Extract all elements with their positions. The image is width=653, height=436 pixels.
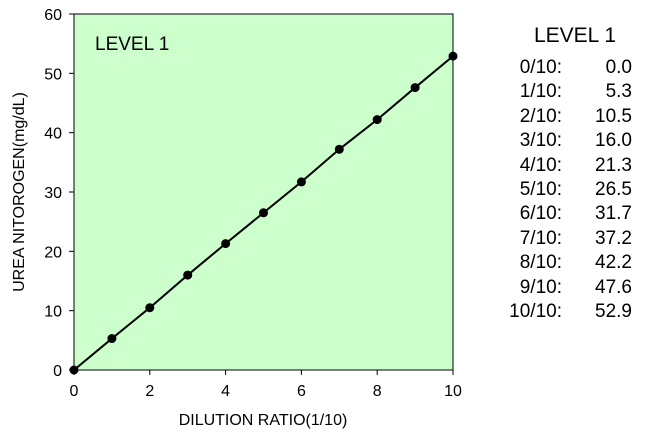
table-row: 9/10: 47.6 bbox=[496, 276, 632, 300]
x-tick-label: 8 bbox=[373, 383, 382, 400]
table-row: 1/10: 5.3 bbox=[496, 80, 632, 104]
data-point bbox=[334, 144, 344, 154]
y-tick-label: 20 bbox=[44, 244, 62, 261]
data-point bbox=[183, 270, 193, 280]
x-tick-label: 6 bbox=[297, 383, 306, 400]
value-cell: 21.3 bbox=[595, 154, 632, 176]
data-point bbox=[69, 365, 79, 375]
table-row: 2/10: 10.5 bbox=[496, 105, 632, 129]
ratio-cell: 10/10: bbox=[509, 301, 562, 323]
values-table: 0/10: 0.0 1/10: 5.3 2/10: 10.5 3/10: 16.0 4/10: 2… bbox=[496, 56, 632, 324]
ratio-cell: 2/10: bbox=[519, 105, 562, 127]
series bbox=[69, 51, 458, 375]
y-tick-label: 50 bbox=[44, 66, 62, 83]
y-tick-label: 30 bbox=[44, 185, 62, 202]
y-tick-label: 10 bbox=[44, 304, 62, 321]
data-point bbox=[221, 239, 231, 249]
plot-label: LEVEL 1 bbox=[95, 34, 169, 55]
ratio-cell: 0/10: bbox=[519, 57, 562, 78]
value-cell: 42.2 bbox=[595, 252, 632, 274]
ratio-cell: 9/10: bbox=[519, 276, 562, 298]
value-cell: 5.3 bbox=[605, 81, 632, 103]
ratio-cell: 3/10: bbox=[519, 130, 562, 152]
data-point bbox=[296, 177, 306, 187]
value-cell: 47.6 bbox=[595, 276, 632, 298]
table-row: 5/10: 26.5 bbox=[496, 178, 632, 202]
table-row: 10/10: 52.9 bbox=[496, 300, 632, 324]
data-point bbox=[410, 83, 420, 93]
table-title: LEVEL 1 bbox=[533, 24, 617, 47]
data-point bbox=[145, 303, 155, 313]
value-cell: 26.5 bbox=[595, 179, 632, 201]
table-row: 7/10: 37.2 bbox=[496, 227, 632, 251]
x-tick-label: 10 bbox=[444, 383, 462, 400]
plot-area bbox=[73, 13, 454, 371]
x-tick-label: 4 bbox=[221, 383, 230, 400]
x-tick-label: 2 bbox=[145, 383, 154, 400]
table-row: 3/10: 16.0 bbox=[496, 129, 632, 153]
data-point bbox=[107, 334, 117, 344]
ratio-cell: 4/10: bbox=[519, 154, 562, 176]
ratio-cell: 7/10: bbox=[519, 227, 562, 249]
value-cell: 31.7 bbox=[595, 203, 632, 225]
x-tick-label: 0 bbox=[70, 383, 79, 400]
ratio-cell: 5/10: bbox=[519, 179, 562, 201]
ratio-cell: 6/10: bbox=[519, 203, 562, 225]
x-axis-label: DILUTION RATIO(1/10) bbox=[179, 412, 348, 429]
value-cell: 16.0 bbox=[595, 130, 632, 152]
value-cell: 37.2 bbox=[595, 227, 632, 249]
x-axis-ticks: 0 2 4 6 8 10 bbox=[70, 370, 462, 400]
table-row: 4/10: 21.3 bbox=[496, 154, 632, 178]
data-point bbox=[448, 51, 458, 61]
table-row: 8/10: 42.2 bbox=[496, 251, 632, 275]
ratio-cell: 8/10: bbox=[519, 252, 562, 274]
value-cell: 52.9 bbox=[595, 301, 632, 323]
table-row: 0/10: 0.0 bbox=[496, 56, 632, 80]
y-axis-label: UREA NITOROGEN(mg/dL) bbox=[11, 92, 28, 292]
y-tick-label: 40 bbox=[44, 126, 62, 143]
table-row: 6/10: 31.7 bbox=[496, 202, 632, 226]
data-point bbox=[372, 115, 382, 125]
y-tick-label: 60 bbox=[44, 7, 62, 24]
y-axis-ticks: 0 10 20 30 40 50 60 bbox=[44, 7, 74, 380]
y-tick-label: 0 bbox=[53, 363, 62, 380]
ratio-cell: 1/10: bbox=[519, 81, 562, 103]
value-cell: 10.5 bbox=[595, 105, 632, 127]
value-cell: 0.0 bbox=[605, 57, 632, 78]
data-point bbox=[259, 208, 268, 218]
